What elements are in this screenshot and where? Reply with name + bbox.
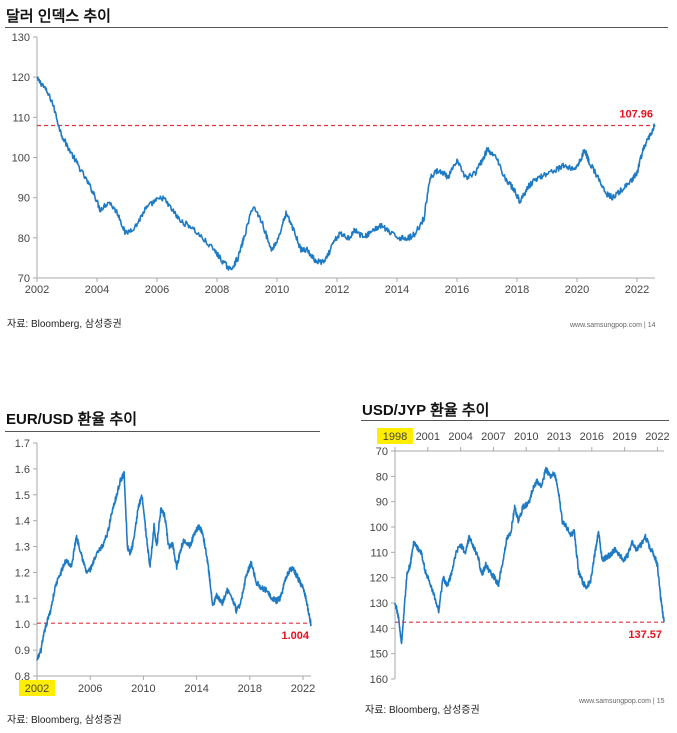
- highlight-box: [19, 680, 55, 696]
- x-tick-label: 2014: [184, 683, 208, 695]
- footer-url-text-1: www.samsungpop.com: [570, 322, 642, 329]
- y-tick-label: 100: [370, 522, 388, 534]
- jpy-chart-title: USD/JYP 환율 추이: [362, 402, 490, 419]
- y-tick-label: 80: [376, 471, 388, 483]
- y-tick-label: 130: [370, 598, 388, 610]
- y-tick-label: 150: [370, 649, 388, 661]
- x-tick-label: 2020: [565, 284, 589, 296]
- x-tick-label: 2004: [85, 284, 109, 296]
- x-tick-label: 2022: [645, 431, 669, 443]
- y-tick-label: 70: [376, 446, 388, 458]
- y-tick-label: 110: [12, 112, 30, 124]
- x-tick-label: 2022: [625, 284, 649, 296]
- highlight-box: [377, 428, 413, 444]
- end-value-label: 137.57: [628, 629, 662, 641]
- chart-0: 70 80 90 100 110 120 130 2002 2004 2006 2008 2010 20…: [12, 32, 656, 296]
- y-tick-label: 1.1: [15, 593, 30, 605]
- x-tick-label: 2006: [78, 683, 102, 695]
- y-tick-label: 140: [370, 623, 388, 635]
- x-tick-label: 2016: [445, 284, 469, 296]
- x-tick-label: 2010: [131, 683, 155, 695]
- y-tick-label: 120: [370, 573, 388, 585]
- y-tick-label: 90: [376, 497, 388, 509]
- x-tick-label: 2006: [145, 284, 169, 296]
- x-tick-label: 2014: [385, 284, 409, 296]
- y-tick-label: 80: [18, 233, 30, 245]
- page-number-1: 14: [647, 322, 656, 329]
- x-tick-label: 2018: [238, 683, 262, 695]
- jpy-title-rule: [361, 420, 669, 421]
- series-line: [394, 466, 665, 645]
- y-tick-label: 100: [12, 153, 30, 165]
- eur-title-rule: [5, 431, 320, 432]
- footer-url-text-2: www.samsungpop.com: [579, 698, 651, 705]
- y-tick-label: 1.3: [15, 542, 30, 554]
- x-tick-label: 2013: [547, 431, 571, 443]
- y-tick-label: 0.9: [15, 645, 30, 657]
- x-tick-label: 2010: [514, 431, 538, 443]
- x-tick-label: 2008: [205, 284, 229, 296]
- y-tick-label: 1.0: [15, 619, 30, 631]
- y-tick-label: 90: [18, 193, 30, 205]
- end-value-label: 1.004: [281, 630, 309, 642]
- eur-source-note: 자료: Bloomberg, 삼성증권: [7, 715, 122, 726]
- series-line: [36, 76, 656, 271]
- y-tick-label: 130: [12, 32, 30, 44]
- series-line: [36, 470, 312, 661]
- x-tick-label: 2010: [265, 284, 289, 296]
- y-tick-label: 70: [18, 273, 30, 285]
- x-tick-label: 2012: [325, 284, 349, 296]
- x-tick-label: 2002: [25, 284, 49, 296]
- x-tick-label: 2001: [416, 431, 440, 443]
- x-tick-label: 2018: [505, 284, 529, 296]
- x-tick-label: 2022: [291, 683, 315, 695]
- page-number-2: 15: [656, 698, 665, 705]
- end-value-label: 107.96: [619, 109, 653, 121]
- x-tick-label: 2007: [481, 431, 505, 443]
- y-tick-label: 160: [370, 674, 388, 686]
- footer-url-2: www.samsungpop.com | 15: [579, 698, 665, 705]
- dxy-source-note: 자료: Bloomberg, 삼성증권: [7, 319, 122, 330]
- footer-url-1: www.samsungpop.com | 14: [570, 322, 656, 329]
- y-tick-label: 1.2: [15, 567, 30, 579]
- x-tick-label: 2004: [448, 431, 472, 443]
- y-tick-label: 120: [12, 72, 30, 84]
- dxy-title-rule: [5, 27, 668, 28]
- y-tick-label: 1.6: [15, 464, 30, 476]
- y-tick-label: 1.7: [15, 438, 30, 450]
- dxy-chart-title: 달러 인덱스 추이: [6, 8, 111, 25]
- x-tick-label: 2016: [580, 431, 604, 443]
- y-tick-label: 1.5: [15, 490, 30, 502]
- x-tick-label: 1998: [383, 431, 407, 443]
- jpy-source-note: 자료: Bloomberg, 삼성증권: [365, 705, 480, 716]
- y-tick-label: 110: [370, 547, 388, 559]
- eur-chart-title: EUR/USD 환율 추이: [6, 411, 138, 428]
- y-tick-label: 1.4: [15, 516, 30, 528]
- x-tick-label: 2019: [612, 431, 636, 443]
- chart-2: 70 80 90 100 110 120 130 140 150 160 1998 2001 2004 2…: [370, 428, 670, 686]
- x-tick-label: 2002: [25, 683, 49, 695]
